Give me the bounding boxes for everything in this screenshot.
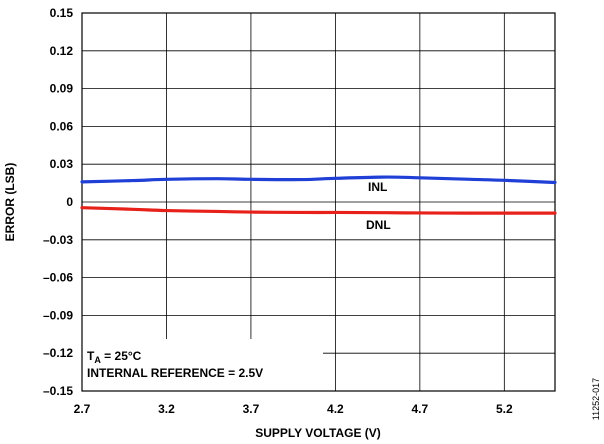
x-tick-labels: 2.7 3.2 3.7 4.2 4.7 5.2: [74, 402, 513, 416]
y-tick-label: –0.15: [43, 384, 73, 398]
x-axis-title: SUPPLY VOLTAGE (V): [255, 426, 381, 440]
x-tick-label: 3.7: [243, 402, 260, 416]
y-tick-label: 0.15: [50, 6, 74, 20]
y-tick-label: –0.09: [43, 308, 73, 322]
x-tick-label: 4.7: [412, 402, 429, 416]
x-tick-label: 3.2: [158, 402, 175, 416]
y-tick-labels: 0.15 0.12 0.09 0.06 0.03 0 –0.03 –0.06 –0.09 –0.1…: [43, 6, 73, 398]
grid: [82, 13, 555, 391]
series-line-inl: [80, 175, 557, 185]
y-tick-label: 0.03: [50, 157, 74, 171]
annotation-reference: INTERNAL REFERENCE = 2.5V: [87, 366, 263, 380]
annotation-temperature: TA = 25°C: [87, 349, 142, 365]
x-tick-label: 4.2: [327, 402, 344, 416]
series-label-inl: INL: [368, 180, 387, 194]
annotation-box: [82, 339, 323, 391]
y-tick-label: 0.09: [50, 82, 74, 96]
y-axis-title: ERROR (LSB): [3, 163, 17, 242]
y-tick-label: 0: [66, 195, 73, 209]
x-tick-label: 2.7: [74, 402, 91, 416]
figure-code: 11252-017: [591, 378, 601, 420]
y-tick-label: 0.12: [50, 44, 74, 58]
series-group: [80, 175, 557, 215]
y-tick-label: –0.12: [43, 346, 73, 360]
x-tick-label: 5.2: [496, 402, 513, 416]
series-label-dnl: DNL: [366, 218, 391, 232]
plot-frame: [81, 12, 556, 392]
y-tick-label: 0.06: [50, 119, 74, 133]
series-line-dnl: [80, 206, 557, 215]
y-tick-label: –0.06: [43, 271, 73, 285]
y-tick-label: –0.03: [43, 233, 73, 247]
